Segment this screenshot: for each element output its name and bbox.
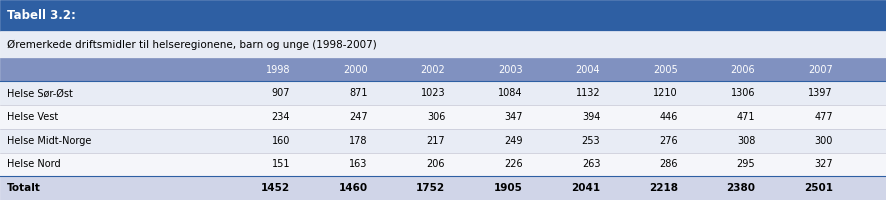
Bar xyxy=(0,0,886,31)
Text: 2501: 2501 xyxy=(804,183,833,193)
Text: 1905: 1905 xyxy=(494,183,523,193)
Text: Totalt: Totalt xyxy=(7,183,41,193)
Text: 206: 206 xyxy=(427,159,445,169)
Text: 2006: 2006 xyxy=(731,65,756,75)
Bar xyxy=(0,31,886,58)
Text: 226: 226 xyxy=(504,159,523,169)
Bar xyxy=(0,81,886,105)
Text: 1023: 1023 xyxy=(421,88,445,98)
Text: 446: 446 xyxy=(659,112,678,122)
Text: Helse Sør-Øst: Helse Sør-Øst xyxy=(7,88,73,98)
Text: Øremerkede driftsmidler til helseregionene, barn og unge (1998-2007): Øremerkede driftsmidler til helseregione… xyxy=(7,40,377,50)
Text: 249: 249 xyxy=(504,136,523,146)
Text: 263: 263 xyxy=(582,159,601,169)
Text: 308: 308 xyxy=(737,136,756,146)
Text: 2000: 2000 xyxy=(343,65,368,75)
Bar xyxy=(0,58,886,81)
Text: 347: 347 xyxy=(504,112,523,122)
Text: Helse Midt-Norge: Helse Midt-Norge xyxy=(7,136,91,146)
Text: Tabell 3.2:: Tabell 3.2: xyxy=(7,9,76,22)
Text: 2003: 2003 xyxy=(498,65,523,75)
Text: 276: 276 xyxy=(659,136,678,146)
Text: 1397: 1397 xyxy=(808,88,833,98)
Text: 2004: 2004 xyxy=(576,65,601,75)
Text: 1084: 1084 xyxy=(498,88,523,98)
Text: 327: 327 xyxy=(814,159,833,169)
Text: 1752: 1752 xyxy=(416,183,445,193)
Text: 871: 871 xyxy=(349,88,368,98)
Bar xyxy=(0,105,886,129)
Text: 217: 217 xyxy=(426,136,445,146)
Bar xyxy=(0,176,886,200)
Text: 163: 163 xyxy=(349,159,368,169)
Text: 2218: 2218 xyxy=(649,183,678,193)
Text: 300: 300 xyxy=(814,136,833,146)
Text: 295: 295 xyxy=(736,159,756,169)
Text: 234: 234 xyxy=(272,112,291,122)
Text: 178: 178 xyxy=(349,136,368,146)
Text: 1452: 1452 xyxy=(261,183,291,193)
Text: 247: 247 xyxy=(349,112,368,122)
Text: 1998: 1998 xyxy=(266,65,291,75)
Text: 1460: 1460 xyxy=(338,183,368,193)
Text: 2005: 2005 xyxy=(653,65,678,75)
Text: 1306: 1306 xyxy=(731,88,756,98)
Bar xyxy=(0,153,886,176)
Bar xyxy=(0,129,886,153)
Text: 306: 306 xyxy=(427,112,445,122)
Text: Helse Vest: Helse Vest xyxy=(7,112,58,122)
Text: 2380: 2380 xyxy=(727,183,756,193)
Text: 477: 477 xyxy=(814,112,833,122)
Text: 1132: 1132 xyxy=(576,88,601,98)
Text: 253: 253 xyxy=(581,136,601,146)
Text: Helse Nord: Helse Nord xyxy=(7,159,61,169)
Text: 286: 286 xyxy=(659,159,678,169)
Text: 471: 471 xyxy=(737,112,756,122)
Text: 2002: 2002 xyxy=(421,65,445,75)
Text: 1210: 1210 xyxy=(653,88,678,98)
Text: 394: 394 xyxy=(582,112,601,122)
Text: 160: 160 xyxy=(272,136,291,146)
Text: 151: 151 xyxy=(272,159,291,169)
Text: 907: 907 xyxy=(272,88,291,98)
Text: 2007: 2007 xyxy=(808,65,833,75)
Text: 2041: 2041 xyxy=(571,183,601,193)
